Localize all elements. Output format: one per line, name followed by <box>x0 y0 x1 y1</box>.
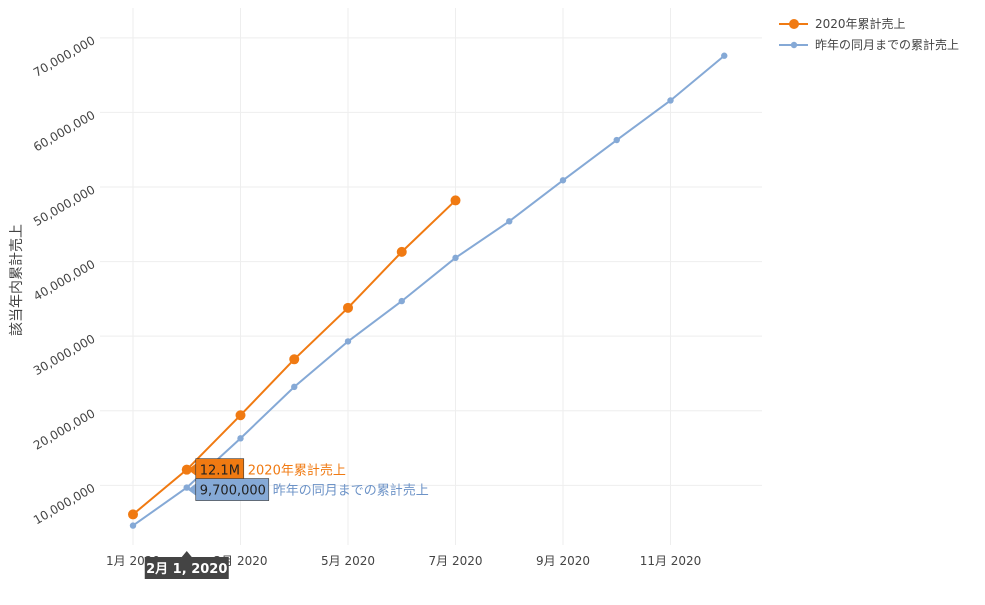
hover-pointer-2 <box>187 483 196 496</box>
y-tick-label: 20,000,000 <box>31 406 98 452</box>
legend-label-2[interactable]: 昨年の同月までの累計売上 <box>815 37 959 52</box>
y-tick-label: 10,000,000 <box>31 481 98 527</box>
series-2-point[interactable] <box>721 52 728 59</box>
legend-marker-1 <box>789 19 799 29</box>
y-tick-label: 50,000,000 <box>31 182 98 228</box>
hover-box-2 <box>195 478 270 501</box>
x-tick-label: 9月 2020 <box>536 554 590 568</box>
series-1-point[interactable] <box>235 410 246 421</box>
hover-tooltips: 2月 1, 2020 12.1M 2020年累計売上 9,700,000 昨年の同月まで… <box>144 458 429 579</box>
legend-marker-2 <box>790 41 798 49</box>
series-lines[interactable] <box>128 52 728 529</box>
y-tick-label: 60,000,000 <box>31 108 98 154</box>
series-1-point[interactable] <box>343 302 353 313</box>
hover-pointer-1 <box>187 463 196 476</box>
x-tick-label: 7月 2020 <box>429 554 483 568</box>
legend-label-1[interactable]: 2020年累計売上 <box>815 16 906 31</box>
series-2-point[interactable] <box>344 338 352 345</box>
y-tick-label: 30,000,000 <box>31 332 98 378</box>
series-2-point[interactable] <box>237 435 244 442</box>
series-1-point[interactable] <box>450 195 461 206</box>
x-tick-label: 11月 2020 <box>640 554 702 568</box>
series-1-point[interactable] <box>128 509 138 520</box>
hover-value-1: 12.1M <box>200 464 240 479</box>
series-2-point[interactable] <box>452 254 459 262</box>
series-2-point[interactable] <box>291 383 298 391</box>
x-hover-box <box>144 557 229 579</box>
series-2-point[interactable] <box>667 97 674 104</box>
series-1-point[interactable] <box>396 246 407 257</box>
hover-value-2: 9,700,000 <box>200 484 266 499</box>
y-axis-ticks: 10,000,000 20,000,000 30,000,000 40,000,000… <box>31 33 98 527</box>
y-tick-label: 40,000,000 <box>31 257 98 303</box>
x-hover-label: 2月 1, 2020 <box>146 562 227 577</box>
series-2-point[interactable] <box>398 297 405 305</box>
series-2-point[interactable] <box>129 522 137 529</box>
series-line-2[interactable] <box>132 54 725 527</box>
series-1-point[interactable] <box>181 464 192 475</box>
y-tick-label: 70,000,000 <box>31 33 98 79</box>
series-2-point[interactable] <box>506 218 513 225</box>
x-tick-label: 5月 2020 <box>321 554 375 568</box>
y-axis-label: 該当年内累計売上 <box>9 224 25 336</box>
hover-series-name-1: 2020年累計売上 <box>248 463 346 479</box>
series-1-point[interactable] <box>289 354 300 365</box>
hover-series-name-2: 昨年の同月までの累計売上 <box>273 483 429 499</box>
x-hover-pointer <box>181 551 192 557</box>
series-2-point[interactable] <box>613 136 620 144</box>
series-2-point[interactable] <box>559 177 567 184</box>
